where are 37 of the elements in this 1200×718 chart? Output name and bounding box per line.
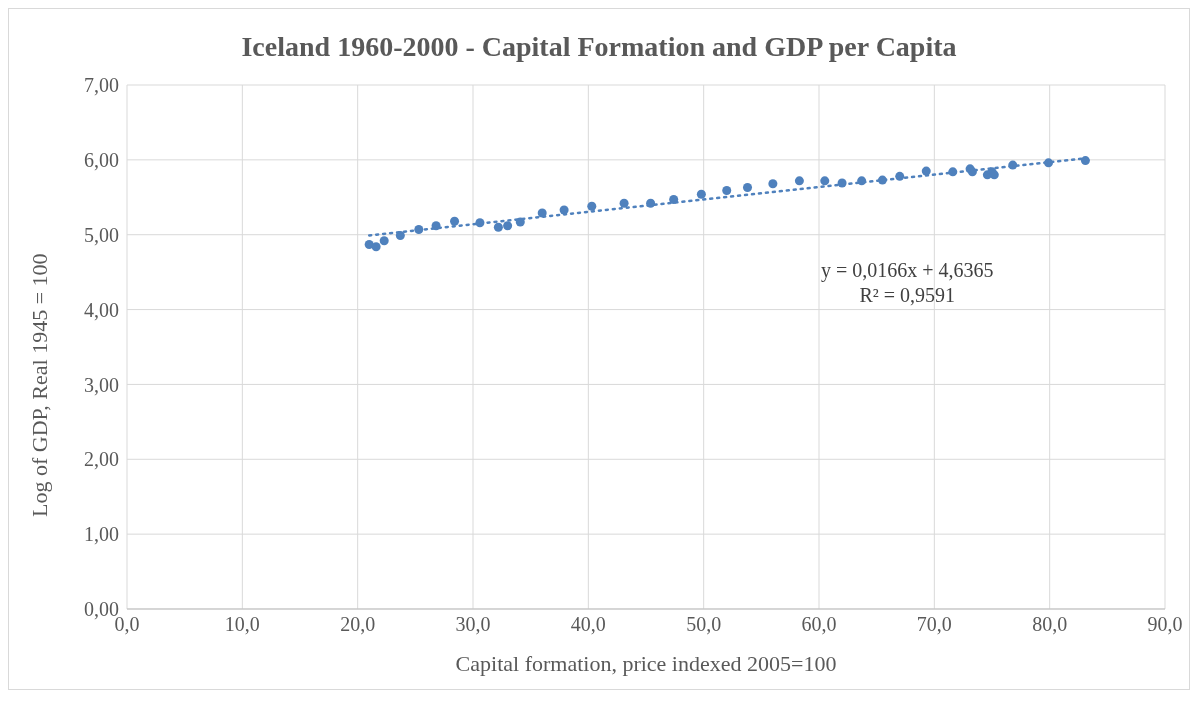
x-tick-label: 90,0	[1147, 613, 1183, 636]
point	[696, 189, 706, 199]
point	[587, 201, 597, 211]
x-tick-label: 20,0	[340, 613, 376, 636]
x-tick-label: 80,0	[1032, 613, 1068, 636]
point	[559, 205, 569, 215]
annotation: R² = 0,9591	[858, 283, 957, 308]
y-tick-label: 2,00	[84, 448, 119, 471]
point	[722, 186, 732, 196]
point	[450, 216, 460, 226]
point	[742, 183, 753, 193]
x-tick-label: 60,0	[801, 613, 837, 636]
x-tick-label: 30,0	[455, 613, 491, 636]
y-tick-label: 4,00	[84, 298, 119, 321]
point	[768, 179, 778, 189]
x-tick-label: 70,0	[916, 613, 952, 636]
point	[619, 198, 629, 208]
y-axis-title: Log of GDP, Real 1945 = 100	[26, 253, 52, 517]
point	[1080, 156, 1090, 166]
x-tick-label: 10,0	[224, 613, 260, 636]
point	[503, 221, 513, 231]
point	[371, 242, 381, 252]
point	[794, 176, 804, 186]
y-tick-label: 3,00	[84, 373, 119, 396]
annotation: y = 0,0166x + 4,6365	[821, 258, 994, 283]
y-tick-label: 1,00	[84, 523, 119, 546]
x-tick-label: 40,0	[570, 613, 606, 636]
x-axis-title: Capital formation, price indexed 2005=100	[455, 651, 837, 676]
point	[379, 236, 389, 246]
point	[820, 176, 830, 186]
y-tick-label: 7,00	[84, 74, 119, 97]
point	[364, 239, 374, 249]
point	[493, 222, 503, 232]
chart-title: Iceland 1960-2000 - Capital Formation and GDP per Capita	[240, 30, 958, 64]
y-tick-label: 6,00	[84, 148, 119, 171]
x-tick-label: 50,0	[686, 613, 722, 636]
y-tick-label: 5,00	[84, 223, 119, 246]
